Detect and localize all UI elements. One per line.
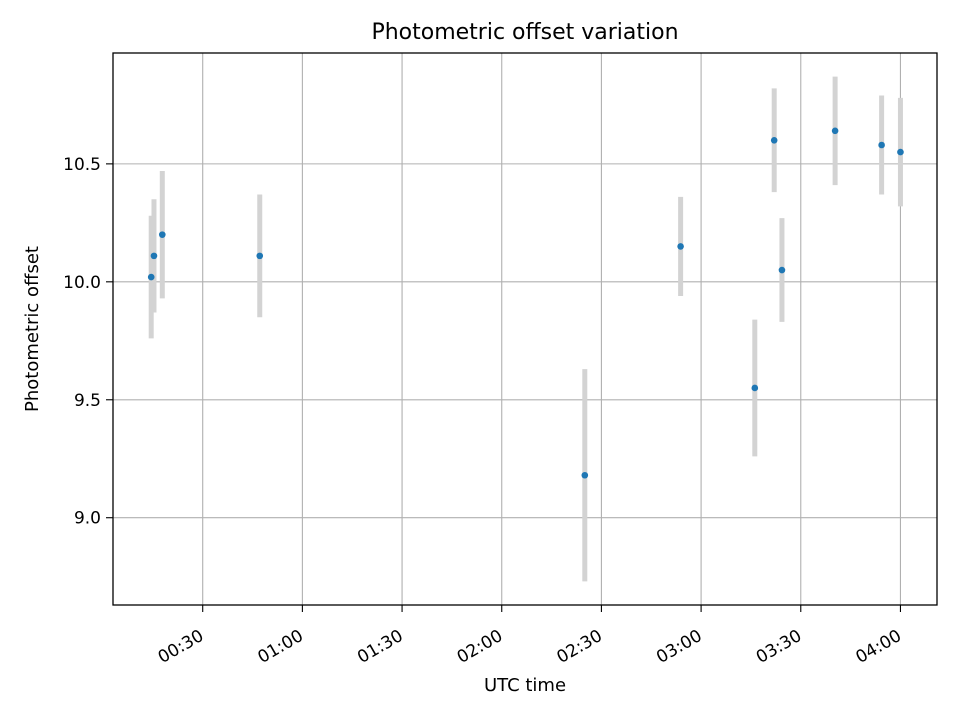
data-point <box>256 252 264 260</box>
y-tick-label: 10.5 <box>63 155 101 175</box>
data-point <box>831 127 839 135</box>
data-points <box>147 127 904 479</box>
data-point <box>158 231 166 238</box>
data-point <box>897 148 904 156</box>
x-tick-label: 03:30 <box>753 626 805 668</box>
x-axis-label: UTC time <box>484 675 566 696</box>
data-point <box>677 243 684 250</box>
y-tick-label: 10.0 <box>63 273 101 293</box>
data-point <box>770 136 778 144</box>
y-tick-label: 9.5 <box>74 391 101 411</box>
data-point <box>751 384 759 392</box>
data-point <box>581 471 589 479</box>
x-tick-label: 01:00 <box>254 626 306 668</box>
x-tick-label: 01:30 <box>354 626 406 668</box>
plot-area <box>112 52 938 606</box>
data-point <box>147 273 155 281</box>
error-bars <box>148 76 903 582</box>
chart-title: Photometric offset variation <box>371 20 678 45</box>
ticks: 00:30 01:00 01:30 02:00 02:30 03:00 03:30 04:00… <box>63 155 905 668</box>
y-axis-label: Photometric offset <box>22 246 43 412</box>
y-tick-label: 9.0 <box>74 509 101 529</box>
x-tick-label: 02:30 <box>553 626 605 668</box>
data-point <box>778 266 786 274</box>
x-tick-label: 02:00 <box>454 626 506 668</box>
x-tick-label: 00:30 <box>155 626 207 668</box>
x-tick-label: 03:00 <box>653 626 705 668</box>
data-point <box>150 252 158 260</box>
data-point <box>878 141 885 149</box>
grid <box>113 53 937 605</box>
x-tick-label: 04:00 <box>853 626 905 668</box>
